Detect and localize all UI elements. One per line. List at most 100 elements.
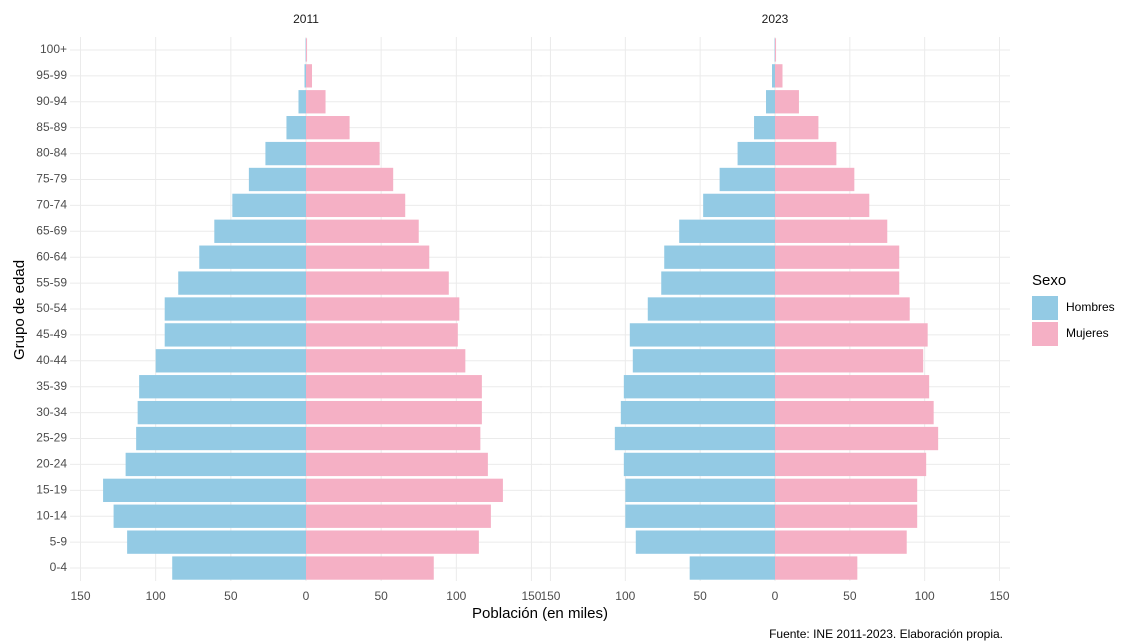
bar bbox=[775, 167, 855, 192]
bar bbox=[775, 556, 858, 580]
bar bbox=[139, 375, 306, 399]
bar bbox=[775, 426, 939, 451]
bar bbox=[306, 271, 449, 295]
y-tick-label: 80-84 bbox=[36, 146, 67, 160]
bar bbox=[719, 167, 775, 192]
bar bbox=[306, 452, 488, 477]
x-tick-label: 150 bbox=[540, 589, 560, 603]
bar bbox=[664, 245, 775, 269]
y-tick-label: 70-74 bbox=[36, 198, 67, 212]
bar bbox=[775, 245, 900, 269]
bar bbox=[306, 245, 430, 269]
y-axis-label: Grupo de edad bbox=[11, 260, 28, 360]
bar bbox=[265, 141, 306, 166]
caption: Fuente: INE 2011-2023. Elaboración propi… bbox=[769, 627, 1003, 641]
bar bbox=[164, 297, 306, 321]
bar bbox=[775, 452, 927, 477]
bar bbox=[306, 400, 482, 425]
bar bbox=[766, 90, 775, 114]
panel-title: 2023 bbox=[762, 12, 789, 26]
bar bbox=[306, 530, 479, 554]
x-tick-label: 50 bbox=[843, 589, 857, 603]
bar bbox=[632, 349, 775, 373]
bar bbox=[614, 426, 775, 451]
bar bbox=[775, 38, 777, 62]
x-tick-label: 150 bbox=[521, 589, 541, 603]
y-tick-label: 5-9 bbox=[50, 534, 68, 548]
x-tick-label: 150 bbox=[71, 589, 91, 603]
legend-key bbox=[1032, 296, 1058, 320]
bar bbox=[306, 426, 481, 451]
y-tick-label: 100+ bbox=[40, 42, 67, 56]
bar bbox=[232, 193, 306, 218]
x-tick-label: 100 bbox=[615, 589, 635, 603]
x-tick-label: 50 bbox=[374, 589, 388, 603]
bar bbox=[306, 504, 491, 528]
y-tick-label: 30-34 bbox=[36, 405, 67, 419]
bar bbox=[620, 400, 775, 425]
bar bbox=[155, 349, 306, 373]
bar bbox=[306, 193, 406, 218]
y-tick-label: 50-54 bbox=[36, 301, 67, 315]
x-tick-label: 100 bbox=[446, 589, 466, 603]
y-tick-label: 60-64 bbox=[36, 249, 67, 263]
x-tick-label: 50 bbox=[224, 589, 238, 603]
bar bbox=[178, 271, 306, 295]
bar bbox=[164, 323, 306, 347]
bar bbox=[306, 219, 419, 243]
bar bbox=[172, 556, 306, 580]
bar bbox=[661, 271, 775, 295]
y-tick-label: 25-29 bbox=[36, 431, 67, 445]
bar bbox=[306, 556, 434, 580]
bar bbox=[775, 297, 910, 321]
bar bbox=[623, 452, 775, 477]
bar bbox=[306, 375, 482, 399]
x-tick-label: 50 bbox=[693, 589, 707, 603]
x-tick-label: 0 bbox=[772, 589, 779, 603]
bar bbox=[679, 219, 775, 243]
bar bbox=[647, 297, 775, 321]
y-tick-label: 15-19 bbox=[36, 483, 67, 497]
y-tick-label: 35-39 bbox=[36, 379, 67, 393]
y-tick-label: 90-94 bbox=[36, 94, 67, 108]
legend-label: Hombres bbox=[1066, 300, 1115, 314]
y-tick-label: 45-49 bbox=[36, 327, 67, 341]
y-tick-label: 85-89 bbox=[36, 120, 67, 134]
bar bbox=[306, 116, 350, 140]
bar bbox=[127, 530, 306, 554]
bar bbox=[775, 530, 907, 554]
bar bbox=[775, 349, 924, 373]
bar bbox=[306, 167, 394, 192]
bar bbox=[775, 504, 918, 528]
bar bbox=[103, 478, 306, 502]
bar bbox=[306, 38, 308, 62]
legend-title: Sexo bbox=[1032, 272, 1066, 289]
bar bbox=[775, 64, 783, 88]
bar bbox=[775, 478, 918, 502]
bar bbox=[304, 64, 306, 88]
bar bbox=[306, 323, 458, 347]
legend-key bbox=[1032, 322, 1058, 346]
bar bbox=[306, 478, 503, 502]
bar bbox=[775, 323, 928, 347]
bar bbox=[754, 116, 775, 140]
y-tick-label: 75-79 bbox=[36, 172, 67, 186]
y-tick-label: 10-14 bbox=[36, 508, 67, 522]
bar bbox=[775, 271, 900, 295]
bar bbox=[306, 141, 380, 166]
bar bbox=[775, 400, 934, 425]
bar bbox=[298, 90, 306, 114]
bar bbox=[248, 167, 306, 192]
bar bbox=[306, 297, 460, 321]
x-axis-label: Población (en miles) bbox=[472, 605, 608, 622]
bar bbox=[306, 349, 466, 373]
bar bbox=[214, 219, 306, 243]
y-tick-label: 20-24 bbox=[36, 457, 67, 471]
bar bbox=[635, 530, 775, 554]
bar bbox=[625, 504, 775, 528]
bar bbox=[775, 141, 837, 166]
y-tick-label: 65-69 bbox=[36, 223, 67, 237]
y-tick-label: 95-99 bbox=[36, 68, 67, 82]
x-tick-label: 100 bbox=[146, 589, 166, 603]
bar bbox=[136, 426, 306, 451]
